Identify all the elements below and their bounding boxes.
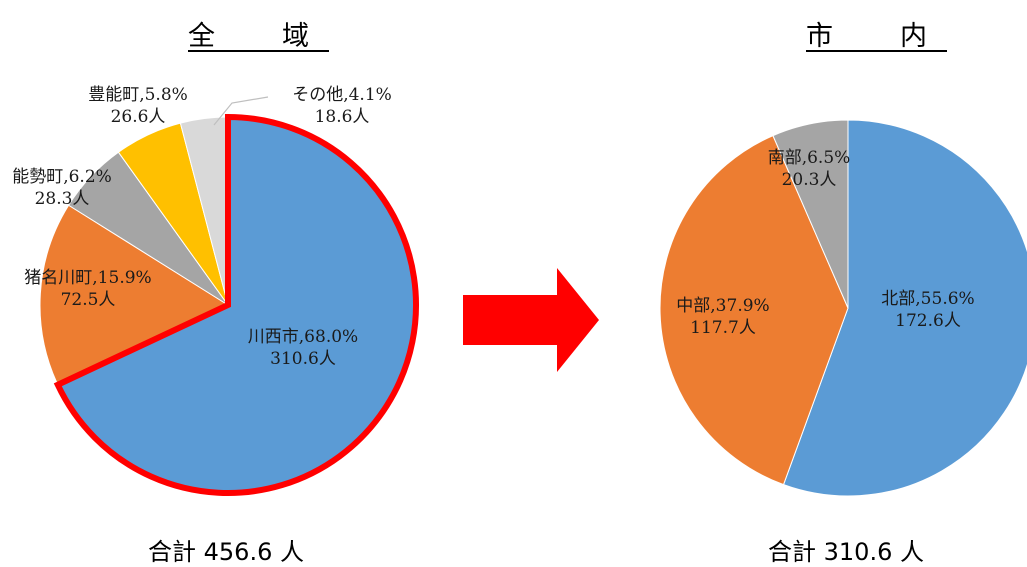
slice-label-1: 中部,37.9% 117.7人 bbox=[676, 296, 769, 338]
total-all: 合計 456.6 人 bbox=[148, 538, 304, 566]
chart-title-city: 市 内 bbox=[806, 21, 947, 52]
leader-line bbox=[213, 96, 269, 126]
pie-chart-city-areas bbox=[659, 119, 1027, 497]
pie-slice-0 bbox=[782, 119, 1027, 497]
slice-label-0: 川西市,68.0% 310.6人 bbox=[248, 327, 358, 369]
right-arrow-icon bbox=[463, 268, 599, 372]
slice-label-0: 北部,55.6% 172.6人 bbox=[881, 289, 974, 331]
pie-city-labels: 北部,55.6% 172.6人 中部,37.9% 117.7人 南部,6.5% 20.3人 bbox=[676, 148, 974, 338]
total-city: 合計 310.6 人 bbox=[768, 538, 924, 566]
slice-label-3: 豊能町,5.8% 26.6人 bbox=[88, 85, 188, 127]
chart-title-all: 全 域 bbox=[188, 21, 329, 52]
slice-label-4: その他,4.1% 18.6人 bbox=[292, 85, 392, 127]
pie-all-labels: 川西市,68.0% 310.6人 猪名川町,15.9% 72.5人 能勢町,6.2% 28… bbox=[12, 85, 392, 369]
highlight-outline bbox=[53, 113, 419, 496]
slice-label-2: 能勢町,6.2% 28.3人 bbox=[12, 167, 112, 209]
pie-slice-2 bbox=[772, 119, 849, 309]
pie-chart-all-areas bbox=[39, 113, 419, 496]
slice-label-2: 南部,6.5% 20.3人 bbox=[768, 148, 851, 190]
slice-label-1: 猪名川町,15.9% 72.5人 bbox=[24, 268, 151, 310]
pie-slice-1 bbox=[659, 134, 849, 486]
pie-slice-1 bbox=[39, 204, 230, 386]
